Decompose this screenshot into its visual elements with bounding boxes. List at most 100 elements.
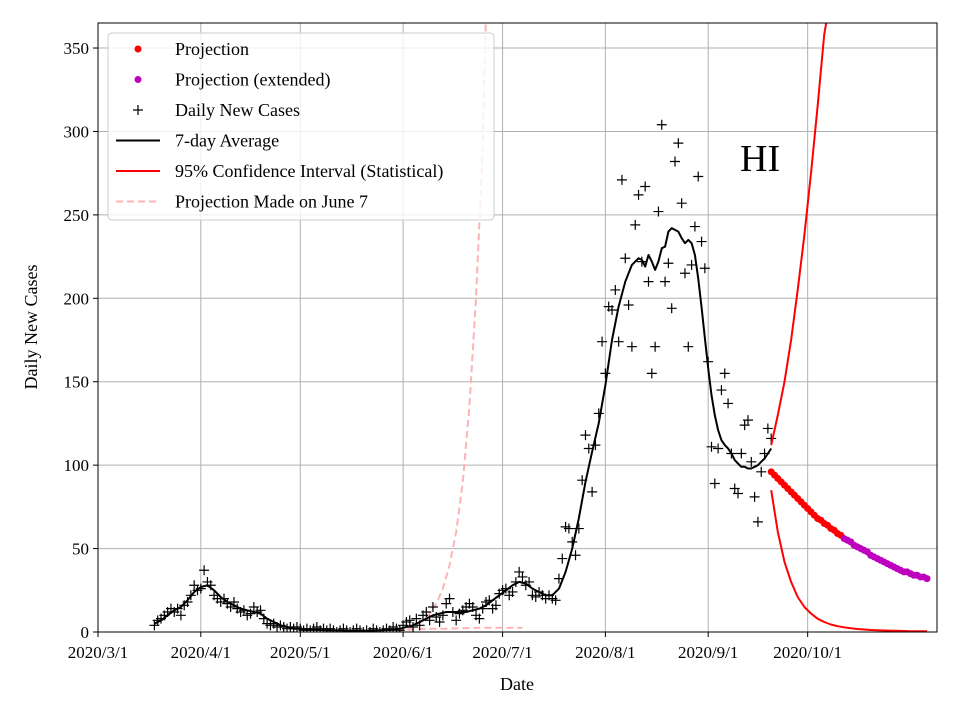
daily-case-marker [742, 415, 753, 426]
daily-case-marker [404, 615, 415, 626]
legend-label-95-confidence-interval-statistical: 95% Confidence Interval (Statistical) [175, 161, 443, 182]
daily-case-marker [557, 553, 568, 564]
daily-case-marker [149, 620, 160, 631]
daily-case-marker [490, 600, 501, 611]
daily-case-marker [693, 171, 704, 182]
x-tick-label: 2020/10/1 [773, 643, 842, 662]
daily-case-marker [650, 341, 661, 352]
daily-case-marker [474, 613, 485, 624]
legend-marker-projection-extended [134, 76, 142, 83]
legend-label-projection-made-on-june-7: Projection Made on June 7 [175, 192, 368, 212]
daily-case-marker [394, 625, 405, 632]
daily-case-marker [182, 596, 193, 607]
legend-label-7-day-average: 7-day Average [175, 131, 279, 151]
daily-case-marker [610, 284, 621, 295]
daily-case-marker [421, 606, 432, 617]
y-tick-label: 250 [64, 206, 90, 225]
daily-case-marker [699, 263, 710, 274]
series-line-95-confidence-interval-statistical-upper [770, 23, 828, 446]
daily-case-marker [709, 478, 720, 489]
daily-case-marker [620, 253, 631, 264]
y-axis-label: Daily New Cases [21, 265, 41, 390]
daily-case-marker [514, 566, 525, 577]
x-tick-label: 2020/6/1 [373, 643, 433, 662]
daily-case-marker [643, 276, 654, 287]
daily-case-marker [358, 627, 369, 632]
legend-label-projection-extended: Projection (extended) [175, 70, 330, 91]
y-tick-label: 300 [64, 122, 90, 141]
daily-case-marker [716, 385, 727, 396]
daily-case-marker [646, 368, 657, 379]
series-line-projection-made-on-june-7-lower [396, 626, 523, 632]
legend-box [107, 32, 495, 221]
daily-case-marker [623, 299, 634, 310]
daily-case-marker [733, 488, 744, 499]
daily-case-marker [563, 523, 574, 534]
daily-case-marker [597, 336, 608, 347]
daily-case-marker [616, 174, 627, 185]
daily-case-marker [653, 206, 664, 217]
y-tick-label: 350 [64, 39, 90, 58]
plot-clipped-group [149, 23, 931, 632]
point-projection-extended [923, 575, 931, 583]
daily-case-marker [600, 368, 611, 379]
daily-case-marker [679, 268, 690, 279]
y-tick-label: 0 [81, 623, 90, 642]
x-tick-label: 2020/5/1 [270, 643, 330, 662]
daily-case-marker [189, 580, 200, 591]
daily-case-marker [676, 198, 687, 209]
daily-case-marker [686, 259, 697, 270]
legend-label-daily-new-cases: Daily New Cases [175, 100, 300, 120]
daily-case-marker [696, 236, 707, 247]
daily-case-marker [199, 565, 210, 576]
daily-case-marker [451, 615, 462, 626]
daily-case-marker [663, 258, 674, 269]
daily-case-marker [630, 219, 641, 230]
daily-case-marker [587, 486, 598, 497]
plot-data-layer [149, 23, 931, 632]
daily-case-marker [723, 398, 734, 409]
daily-case-marker [607, 304, 618, 315]
x-tick-label: 2020/4/1 [171, 643, 231, 662]
y-tick-label: 150 [64, 373, 90, 392]
state-annotation: HI [740, 138, 780, 180]
x-tick-label: 2020/9/1 [678, 643, 738, 662]
daily-case-marker [633, 189, 644, 200]
daily-case-marker [666, 303, 677, 314]
daily-case-marker [570, 550, 581, 561]
daily-case-marker [756, 466, 767, 477]
daily-case-marker [530, 591, 541, 602]
daily-case-marker [517, 571, 528, 582]
axes-frame [97, 22, 938, 633]
daily-case-marker [507, 586, 518, 597]
daily-case-marker [706, 441, 717, 452]
daily-case-marker [689, 221, 700, 232]
legend-marker-projection [134, 45, 142, 53]
daily-case-marker [441, 598, 452, 609]
daily-case-marker [550, 595, 561, 606]
y-tick-label: 100 [64, 456, 90, 475]
daily-case-marker [729, 483, 740, 494]
daily-case-marker [175, 610, 186, 621]
daily-case-marker [345, 627, 356, 632]
daily-case-marker [752, 516, 763, 527]
daily-case-marker [626, 341, 637, 352]
daily-case-marker [762, 423, 773, 434]
daily-case-marker [434, 616, 445, 627]
daily-case-marker [739, 420, 750, 431]
daily-case-marker [580, 430, 591, 441]
daily-case-marker [673, 138, 684, 149]
daily-case-marker [713, 443, 724, 454]
daily-case-marker [670, 156, 681, 167]
daily-case-marker [427, 601, 438, 612]
daily-case-marker [683, 341, 694, 352]
daily-case-marker [660, 276, 671, 287]
daily-case-marker [719, 368, 730, 379]
x-axis-label: Date [500, 674, 534, 694]
tick-layer: 2020/3/1 2020/4/1 2020/5/1 2020/6/1 2020/7/1… [64, 39, 843, 662]
daily-case-marker [331, 627, 342, 632]
daily-case-marker [593, 408, 604, 419]
legend-label-projection: Projection [175, 39, 249, 59]
series-line-95-confidence-interval-statistical-lower [770, 490, 928, 632]
